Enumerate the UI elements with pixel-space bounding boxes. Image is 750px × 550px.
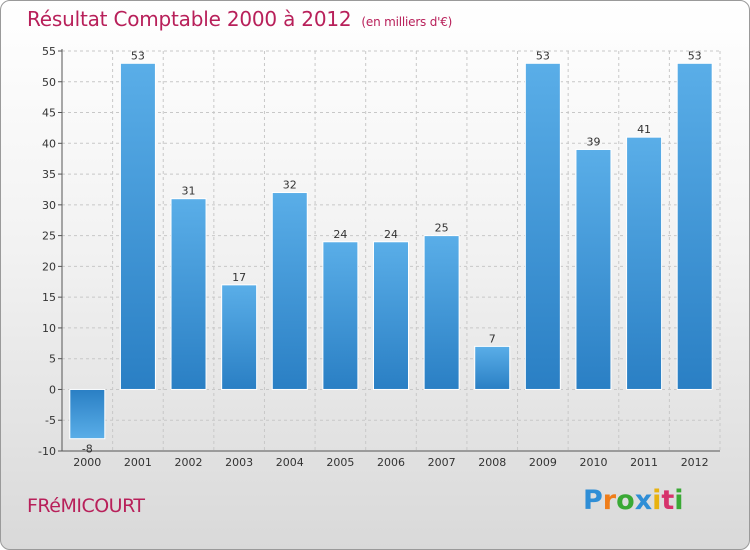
x-tick-label: 2005	[326, 456, 354, 469]
x-tick-label: 2008	[478, 456, 506, 469]
y-tick-label: 25	[42, 230, 56, 243]
proxiti-logo: Proxiti	[583, 485, 684, 516]
chart-title-text: Résultat Comptable 2000 à 2012	[27, 7, 352, 31]
commune-name: FRéMICOURT	[27, 495, 145, 517]
y-tick-label: 5	[49, 353, 56, 366]
bar-2011	[626, 136, 663, 390]
bar-2012	[676, 62, 713, 390]
data-label-2003: 17	[232, 271, 246, 284]
x-tick-label: 2009	[529, 456, 557, 469]
y-tick-label: -5	[45, 414, 56, 427]
bars	[69, 62, 713, 440]
logo-letter: t	[661, 485, 675, 516]
y-tick-label: 35	[42, 168, 56, 181]
bar-2000	[69, 388, 106, 440]
data-label-2011: 41	[637, 123, 651, 136]
data-label-2007: 25	[435, 222, 449, 235]
data-labels: -8 53 31 17 32 24 24 25 7 53 39 41 53	[82, 49, 702, 455]
y-tick-label: 45	[42, 107, 56, 120]
x-tick-label: 2004	[276, 456, 304, 469]
y-tick-label: 30	[42, 199, 56, 212]
data-label-2012: 53	[688, 49, 702, 62]
y-tick-label: 40	[42, 137, 56, 150]
bar-2010	[575, 148, 612, 390]
bar-2005	[322, 241, 359, 390]
y-tick-label: 15	[42, 291, 56, 304]
x-tick-label: 2001	[124, 456, 152, 469]
logo-letter: P	[583, 485, 603, 516]
logo-letter: o	[616, 485, 635, 516]
bar-2002	[170, 198, 207, 390]
y-tick-label: 50	[42, 76, 56, 89]
bar-2008	[474, 345, 511, 390]
x-tick-labels: 2000 2001 2002 2003 2004 2005 2006 2007 2008 2009…	[73, 456, 708, 469]
chart-subtitle: (en milliers d'€)	[361, 15, 453, 29]
x-tick-label: 2010	[579, 456, 607, 469]
data-label-2005: 24	[333, 228, 347, 241]
axes	[58, 49, 720, 452]
y-tick-label: 10	[42, 322, 56, 335]
data-label-2009: 53	[536, 49, 550, 62]
x-tick-label: 2003	[225, 456, 253, 469]
data-label-2004: 32	[283, 179, 297, 192]
bar-2004	[271, 192, 308, 390]
data-label-2002: 31	[182, 185, 196, 198]
data-label-2001: 53	[131, 49, 145, 62]
bar-2003	[221, 284, 258, 390]
logo-letter: x	[634, 485, 653, 516]
x-tick-label: 2000	[73, 456, 101, 469]
bar-2007	[423, 235, 460, 390]
chart-title: Résultat Comptable 2000 à 2012 (en millie…	[27, 7, 452, 31]
y-tick-label: -10	[38, 445, 56, 458]
x-tick-label: 2011	[630, 456, 658, 469]
data-label-2008: 7	[489, 332, 496, 345]
y-tick-labels: -10 -5 0 5 10 15 20 25 30 35 40 45 50 55	[38, 45, 56, 458]
y-tick-label: 0	[49, 383, 56, 396]
bar-2009	[524, 62, 561, 390]
data-label-2006: 24	[384, 228, 398, 241]
bar-2001	[119, 62, 156, 390]
logo-letter: i	[674, 485, 684, 516]
y-tick-label: 20	[42, 260, 56, 273]
logo-letter: r	[602, 485, 617, 516]
x-tick-label: 2002	[175, 456, 203, 469]
x-tick-label: 2012	[681, 456, 709, 469]
data-label-2000: -8	[82, 443, 93, 456]
bar-2006	[373, 241, 409, 390]
x-tick-label: 2006	[377, 456, 405, 469]
data-label-2010: 39	[586, 135, 600, 148]
y-tick-label: 55	[42, 45, 56, 58]
logo-letter: i	[652, 485, 662, 516]
x-tick-label: 2007	[428, 456, 456, 469]
